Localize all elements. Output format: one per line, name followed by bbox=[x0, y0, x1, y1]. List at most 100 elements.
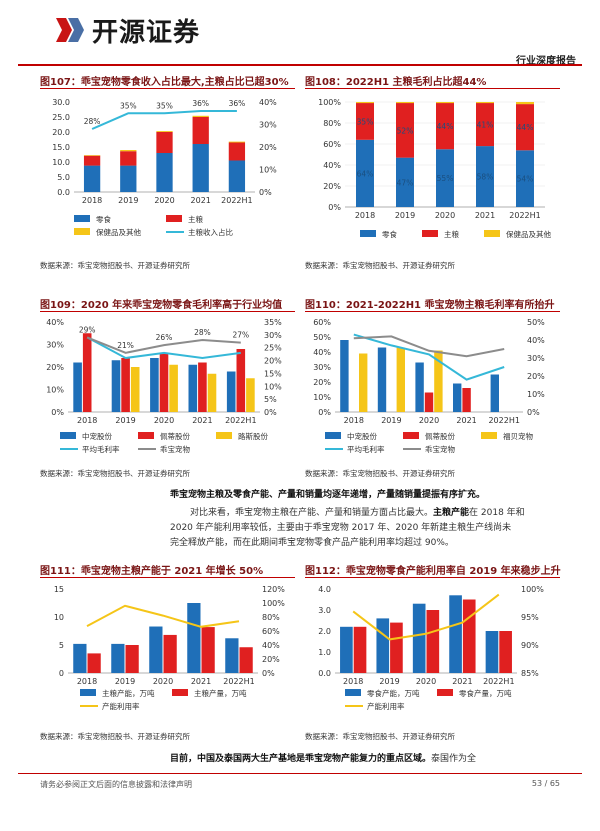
x-tick-label: 2021 bbox=[191, 196, 211, 205]
data-label: 64% bbox=[357, 169, 374, 178]
bar bbox=[434, 350, 443, 412]
y2-tick-label: 90% bbox=[521, 641, 539, 650]
y-tick-label: 10% bbox=[46, 386, 64, 395]
figure-110-source: 数据来源：乖宝宠物招股书、开源证券研究所 bbox=[305, 469, 455, 478]
x-tick-label: 2018 bbox=[82, 196, 102, 205]
bar bbox=[150, 358, 159, 412]
x-tick-label: 2019 bbox=[395, 211, 415, 220]
y2-tick-label: 25% bbox=[264, 344, 282, 353]
rule bbox=[40, 577, 295, 578]
y2-tick-label: 120% bbox=[262, 585, 285, 594]
x-tick-label: 2019 bbox=[115, 677, 135, 686]
bar bbox=[169, 364, 178, 412]
bar bbox=[340, 626, 353, 673]
y-tick-label: 30% bbox=[46, 341, 64, 350]
legend-label: 零食产能，万吨 bbox=[367, 688, 420, 698]
y-tick-label: 100% bbox=[318, 98, 341, 107]
bar bbox=[198, 362, 207, 412]
data-label: 21% bbox=[117, 341, 134, 350]
y2-tick-label: 20% bbox=[527, 372, 545, 381]
header-divider bbox=[18, 64, 582, 66]
bar bbox=[453, 383, 462, 412]
y-tick-label: 40% bbox=[323, 161, 341, 170]
bar bbox=[476, 103, 494, 147]
data-label: 26% bbox=[156, 333, 173, 342]
y2-tick-label: 5% bbox=[264, 395, 277, 404]
rule bbox=[305, 311, 560, 312]
figure-111-title: 图111：乖宝宠物主粮产能于 2021 年增长 50% bbox=[40, 566, 264, 577]
y-tick-label: 10% bbox=[313, 393, 331, 402]
x-tick-label: 2021 bbox=[475, 211, 495, 220]
logo-icon bbox=[56, 18, 84, 42]
y-tick-label: 20% bbox=[46, 363, 64, 372]
x-tick-label: 2020 bbox=[154, 196, 174, 205]
bar bbox=[156, 131, 173, 132]
series-line bbox=[353, 335, 505, 358]
figure-108-title: 图108：2022H1 主粮毛利占比超44% bbox=[305, 77, 487, 88]
x-tick-label: 2018 bbox=[77, 416, 97, 425]
bar bbox=[156, 132, 173, 153]
y2-tick-label: 35% bbox=[264, 318, 282, 327]
chart-figure-109: 0% 10% 20% 30% 40% 0% 5% 10% 15% 20% 25% 30% 35% 2018… bbox=[46, 318, 282, 454]
y2-tick-label: 10% bbox=[527, 390, 545, 399]
chart-figure-112: 0.0 1.0 2.0 3.0 4.0 85% 90% 95% 100% 2018 2019 2020… bbox=[318, 585, 544, 711]
bar bbox=[340, 340, 349, 412]
legend-label: 保健品及其他 bbox=[506, 229, 551, 239]
legend-swatch bbox=[60, 432, 76, 439]
x-tick-label: 2021 bbox=[191, 677, 211, 686]
legend-label: 产能利用率 bbox=[367, 701, 405, 711]
bar bbox=[130, 367, 140, 412]
figure-112-title: 图112：乖宝宠物零食产能利用率自 2019 年来稳步上升 bbox=[305, 566, 561, 577]
data-label: 44% bbox=[437, 122, 454, 131]
figure-112-source: 数据来源：乖宝宠物招股书、开源证券研究所 bbox=[305, 732, 455, 741]
body-paragraph-2: 目前，中国及泰国两大生产基地是乖宝宠物产能复力的重点区域。泰国作为全 bbox=[170, 754, 477, 764]
bar bbox=[436, 103, 454, 150]
legend-swatch bbox=[360, 230, 376, 237]
legend-label: 乖宝宠物 bbox=[160, 444, 190, 454]
y-tick-label: 0% bbox=[328, 203, 341, 212]
series-line bbox=[353, 333, 505, 381]
data-label: 54% bbox=[517, 175, 534, 184]
bar bbox=[73, 362, 82, 412]
y-tick-label: 0% bbox=[318, 408, 331, 417]
footer-disclaimer: 请务必参阅正文后面的信息披露和法律声明 bbox=[40, 780, 192, 789]
bar bbox=[239, 647, 253, 673]
data-label: 41% bbox=[477, 121, 494, 130]
y-tick-label: 40% bbox=[313, 348, 331, 357]
body-paragraph-1-line-2: 2020 年产能利用率较低，主要由于乖宝宠物 2017 年、2020 年新建主粮… bbox=[170, 523, 512, 533]
bar bbox=[516, 150, 534, 207]
x-tick-label: 2022H1 bbox=[225, 416, 256, 425]
rule bbox=[40, 311, 295, 312]
y2-tick-label: 40% bbox=[262, 641, 280, 650]
legend-label: 零食 bbox=[382, 229, 397, 239]
x-tick-label: 2019 bbox=[379, 677, 399, 686]
chart-figure-111: 0 5 10 15 0% 20% 40% 60% 80% 100% 120% 2018 2019 2020… bbox=[54, 585, 285, 711]
y2-tick-label: 85% bbox=[521, 669, 539, 678]
y2-tick-label: 40% bbox=[259, 98, 277, 107]
bar bbox=[356, 102, 374, 104]
body-paragraph-1-line-3: 完全释放产能，而在此期间乖宝宠物零食产品产能利用率均超过 90%。 bbox=[170, 538, 454, 548]
legend-label: 主粮 bbox=[444, 229, 459, 239]
x-tick-label: 2018 bbox=[344, 416, 364, 425]
legend-swatch bbox=[138, 432, 154, 439]
bar bbox=[396, 102, 414, 104]
bar bbox=[225, 638, 239, 673]
bar bbox=[228, 141, 246, 143]
data-label: 35% bbox=[156, 101, 173, 110]
bar bbox=[236, 349, 246, 412]
chart-figure-110: 0% 10% 20% 30% 40% 50% 60% 0% 10% 20% 30% 40% 50% 201… bbox=[313, 318, 545, 454]
bar bbox=[83, 165, 101, 192]
bar bbox=[356, 103, 374, 140]
legend-label: 中宠股份 bbox=[347, 431, 377, 441]
y2-tick-label: 40% bbox=[527, 336, 545, 345]
bar bbox=[121, 358, 130, 412]
y-tick-label: 10 bbox=[54, 613, 64, 622]
y-tick-label: 30% bbox=[313, 363, 331, 372]
x-tick-label: 2020 bbox=[419, 416, 439, 425]
logo-text: 开源证券 bbox=[92, 18, 201, 48]
bar bbox=[476, 102, 494, 104]
y-tick-label: 0 bbox=[59, 669, 64, 678]
y-tick-label: 3.0 bbox=[318, 606, 331, 615]
legend-swatch bbox=[74, 228, 90, 235]
legend-swatch bbox=[74, 215, 90, 222]
